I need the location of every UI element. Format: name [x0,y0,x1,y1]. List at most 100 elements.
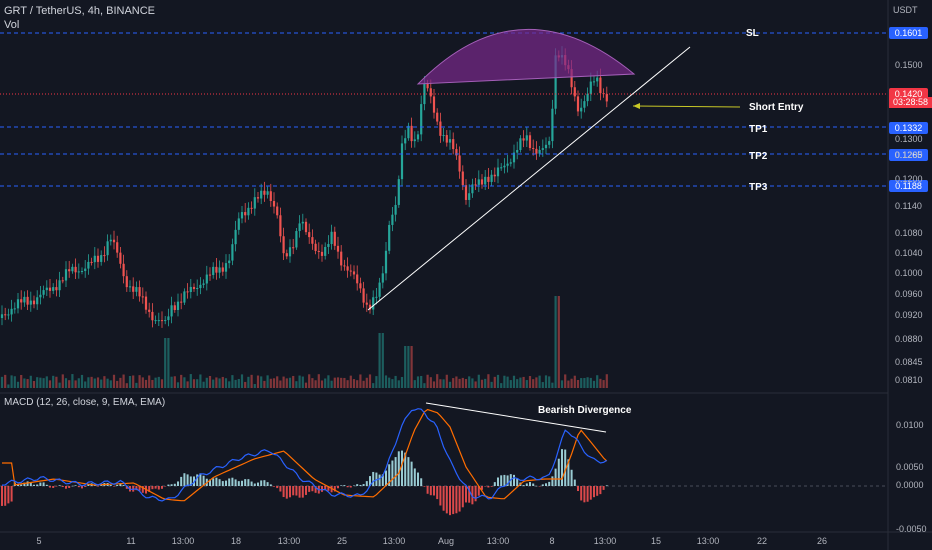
volume-bar [186,381,189,388]
candle-body [599,77,602,94]
candle-body [103,255,106,257]
volume-bar [183,377,186,388]
volume-bar [263,380,266,388]
volume-bar [0,376,4,388]
macd-histogram-bar [282,486,285,498]
volume-bar [144,379,148,388]
macd-histogram-bar [154,486,157,489]
candle-body [148,309,151,312]
candle-body [228,260,231,264]
candle-body [468,193,471,200]
time-tick-label: 11 [126,536,136,546]
macd-histogram-bar [138,486,141,491]
volume-bar [272,378,276,388]
volume-bar [525,380,528,388]
macd-histogram-bar [356,484,359,486]
macd-histogram-bar [554,468,557,486]
volume-bar [205,377,208,388]
volume-bar [519,377,522,388]
macd-histogram-bar [161,486,163,489]
macd-histogram-bar [484,486,487,487]
macd-label[interactable]: MACD (12, 26, close, 9, EMA, EMA) [4,397,166,408]
candle-body [394,204,397,215]
candle-body [477,179,480,185]
time-tick-label: 15 [650,536,662,546]
volume-bar [224,378,228,388]
volume-bar [352,379,356,388]
volume-bar [528,376,532,388]
volume-bar [346,380,349,388]
candle-body [244,212,247,216]
macd-histogram-bar [314,486,317,493]
macd-histogram-bar [580,486,583,501]
macd-histogram-bar [541,484,544,486]
volume-bar [452,378,455,388]
volume-bar [202,381,205,388]
candle-body [202,283,205,285]
macd-histogram-bar [545,483,547,486]
macd-histogram-bar [589,486,592,500]
candle-body [407,125,410,139]
candle-body [90,261,93,263]
volume-bar [474,381,477,388]
candle-body [0,314,4,318]
volume-bar [4,374,7,388]
volume-bar [455,376,458,388]
volume-bar [52,375,55,388]
volume-bar [48,380,52,388]
volume-bar [160,379,164,388]
tp3-label: TP3 [749,182,768,193]
symbol-title[interactable]: GRT / TetherUS, 4h, BINANCE [4,5,156,17]
candle-body [237,218,240,230]
volume-bar [212,379,215,388]
macd-histogram-bar [295,486,298,496]
macd-histogram-bar [461,486,464,508]
volume-bar [500,383,503,388]
macd-histogram-bar [551,476,554,486]
volume-bar [279,380,282,388]
macd-histogram-bar [365,481,368,486]
macd-histogram-bar [404,452,407,486]
macd-histogram-bar [196,474,199,486]
macd-histogram-bar [266,482,269,486]
volume-bar [471,378,474,388]
candle-body [320,251,324,256]
macd-histogram-bar [420,478,423,486]
macd-histogram-bar [340,485,343,486]
volume-bar [487,374,490,388]
macd-histogram-bar [378,474,381,486]
volume-bar [324,378,327,388]
candle-body [138,287,141,297]
candle-body [573,87,576,97]
macd-histogram-bar [58,485,61,486]
candle-body [39,294,42,298]
candle-body [285,253,288,257]
macd-histogram-bar [298,486,301,498]
volume-bar [420,375,423,388]
candle-body [292,247,295,249]
volume-bar [580,378,583,388]
candle-body [23,296,26,303]
volume-bar [596,375,599,388]
candle-body [474,184,477,186]
candle-body [487,176,490,182]
macd-histogram-bar [605,485,608,486]
macd-histogram-bar [170,484,173,486]
volume-bar [410,346,413,388]
time-tick-label: 13:00 [171,536,195,546]
volume-bar [282,376,285,388]
price-tick-label: 0.0810 [895,375,923,385]
macd-histogram-bar [244,479,247,486]
volume-bar [448,381,452,388]
candle-body [532,147,535,149]
macd-histogram-bar [135,486,138,491]
candle-body [116,242,119,253]
macd-histogram-bar [52,486,55,488]
candle-body [458,155,461,172]
candle-body [391,214,394,225]
time-tick-label: 22 [756,536,768,546]
macd-histogram-bar [577,486,579,492]
macd-histogram-bar [119,483,122,486]
candle-body [48,287,52,291]
